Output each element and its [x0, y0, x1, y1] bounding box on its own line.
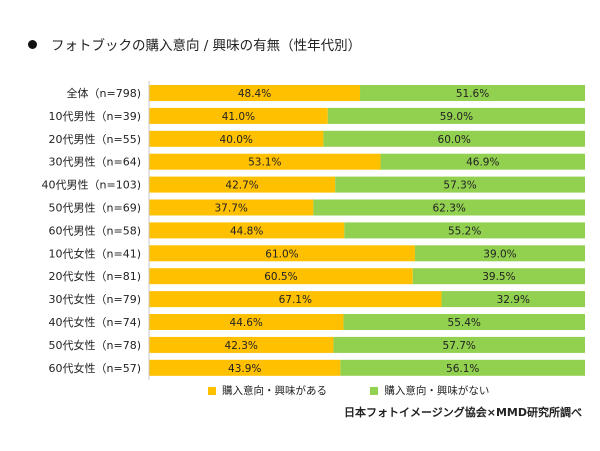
category-label: 30代女性（n=79): [49, 292, 141, 306]
data-label: 44.6%: [230, 317, 263, 329]
legend-label-not-interested: 購入意向・興味がない: [384, 385, 490, 397]
bar-segment-not-interested: [313, 199, 585, 216]
category-label: 20代女性（n=81): [49, 269, 141, 283]
data-label: 59.0%: [440, 111, 473, 123]
bar-segment-interested: [149, 85, 361, 101]
data-label: 62.3%: [433, 203, 466, 215]
bar-segment-interested: [149, 107, 328, 124]
category-label: 10代男性（n=39): [49, 109, 141, 123]
bar-segment-interested: [149, 245, 415, 262]
data-label: 48.4%: [238, 88, 271, 100]
bar-segment-not-interested: [333, 336, 585, 353]
bar-segment-not-interested: [344, 222, 585, 239]
category-label: 10代女性（n=41): [49, 246, 141, 260]
bar-segment-interested: [149, 176, 336, 193]
bar-segment-interested: [149, 130, 324, 147]
bar-segment-not-interested: [360, 85, 585, 101]
bullet-icon: [28, 40, 37, 49]
data-label: 56.1%: [446, 363, 479, 375]
legend-label-interested: 購入意向・興味がある: [222, 385, 327, 397]
legend-swatch-not-interested: [370, 386, 379, 395]
data-label: 60.5%: [264, 271, 297, 283]
data-label: 37.7%: [215, 203, 248, 215]
data-label: 46.9%: [466, 157, 499, 169]
value-labels: 48.4% 51.6% 41.0% 59.0% 40.0% 60.0% 53.1% 46.9%…: [215, 88, 530, 375]
category-label: 40代女性（n=74): [49, 315, 141, 329]
legend-swatch-interested: [208, 386, 216, 395]
category-label: 40代男性（n=103): [42, 178, 141, 192]
category-label: 全体（n=798): [67, 86, 141, 100]
bar-segment-not-interested: [441, 291, 585, 308]
legend-item-not-interested: 購入意向・興味がない: [370, 383, 489, 398]
data-label: 42.7%: [225, 180, 258, 192]
data-label: 32.9%: [497, 294, 530, 306]
data-label: 39.5%: [482, 271, 515, 283]
bars: [149, 85, 585, 376]
bar-segment-not-interested: [412, 268, 585, 285]
bar-segment-interested: [149, 222, 345, 239]
data-label: 60.0%: [438, 134, 471, 146]
bar-segment-not-interested: [380, 153, 585, 170]
category-label: 30代男性（n=64): [49, 155, 141, 169]
data-label: 40.0%: [220, 134, 253, 146]
data-label: 55.2%: [448, 225, 481, 237]
chart-title-text: フォトブックの購入意向 / 興味の有無（性年代別）: [51, 38, 362, 54]
bar-segment-not-interested: [340, 359, 585, 376]
bar-segment-interested: [149, 199, 314, 216]
data-label: 61.0%: [265, 248, 298, 260]
data-label: 39.0%: [483, 248, 516, 260]
bar-segment-interested: [149, 336, 334, 353]
bar-segment-not-interested: [335, 176, 585, 193]
data-label: 67.1%: [279, 294, 312, 306]
bar-segment-interested: [149, 268, 413, 285]
data-label: 57.3%: [443, 180, 476, 192]
bar-segment-not-interested: [414, 245, 585, 262]
legend: 購入意向・興味がある 購入意向・興味がない: [208, 383, 529, 398]
bar-segment-not-interested: [343, 314, 585, 330]
category-labels: 全体（n=798) 10代男性（n=39) 20代男性（n=55) 30代男性（n=6…: [42, 86, 141, 375]
data-label: 43.9%: [228, 363, 261, 375]
bar-segment-not-interested: [327, 107, 585, 124]
bar-segment-interested: [149, 359, 341, 376]
data-label: 57.7%: [443, 340, 476, 352]
bar-segment-not-interested: [323, 130, 585, 147]
category-label: 60代女性（n=57): [49, 361, 141, 375]
data-label: 41.0%: [222, 111, 255, 123]
data-label: 44.8%: [230, 225, 263, 237]
bar-segment-interested: [149, 291, 442, 308]
category-label: 50代女性（n=78): [49, 338, 141, 352]
legend-item-interested: 購入意向・興味がある: [208, 383, 327, 398]
category-label: 20代男性（n=55): [49, 132, 141, 146]
bar-segment-interested: [149, 153, 381, 170]
data-label: 55.4%: [448, 317, 481, 329]
chart-title: フォトブックの購入意向 / 興味の有無（性年代別）: [28, 34, 361, 54]
data-label: 51.6%: [456, 88, 489, 100]
category-label: 60代男性（n=58): [49, 223, 141, 237]
category-label: 50代男性（n=69): [49, 201, 141, 215]
data-label: 42.3%: [225, 340, 258, 352]
data-label: 53.1%: [248, 157, 281, 169]
bar-segment-interested: [149, 314, 344, 330]
source-note: 日本フォトイメージング協会×MMD研究所調べ: [343, 406, 582, 419]
